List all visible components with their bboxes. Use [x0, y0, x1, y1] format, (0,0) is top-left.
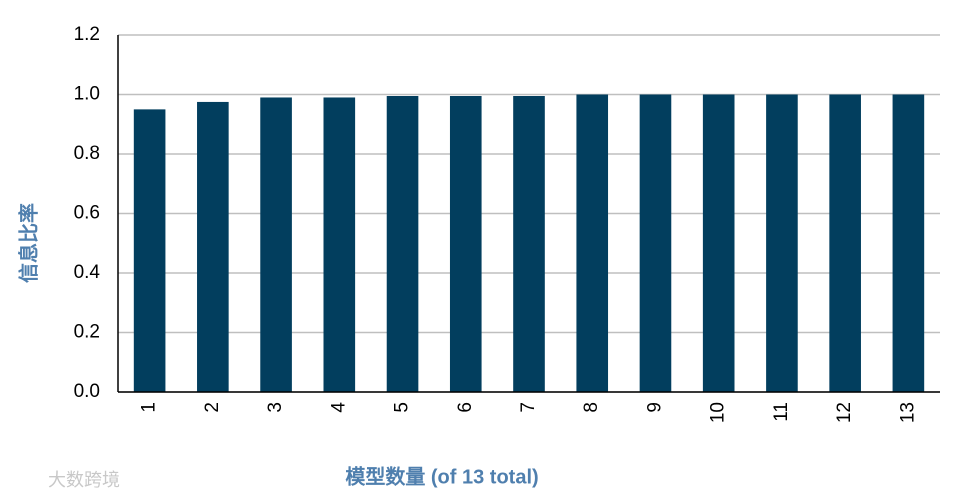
- bar: [323, 97, 356, 392]
- bar: [197, 101, 229, 392]
- y-tick-label: 0.0: [74, 381, 100, 402]
- x-tick-label: 13: [897, 402, 918, 423]
- x-tick-label: 4: [328, 402, 349, 413]
- bar: [260, 97, 292, 392]
- y-tick-label: 1.2: [74, 24, 100, 45]
- x-axis-title: 模型数量 (of 13 total): [345, 464, 538, 488]
- x-tick-label: 5: [392, 402, 413, 413]
- bar: [766, 94, 798, 392]
- x-tick-label: 3: [265, 402, 286, 413]
- bar: [386, 95, 419, 393]
- bar: [829, 94, 861, 392]
- x-tick-label: 6: [455, 402, 476, 413]
- x-tick-label: 9: [644, 402, 665, 413]
- x-tick-label: 11: [771, 402, 792, 422]
- bar: [702, 94, 735, 392]
- watermark: 大数跨境: [48, 470, 120, 490]
- bar: [576, 94, 609, 392]
- x-tick-label: 1: [139, 402, 160, 413]
- bar: [892, 94, 925, 392]
- bar: [133, 109, 166, 392]
- bar: [513, 95, 545, 393]
- x-tick-label: 8: [581, 402, 602, 413]
- x-tick-label: 7: [518, 402, 539, 413]
- bar: [449, 95, 482, 393]
- y-tick-label: 0.6: [74, 203, 100, 224]
- x-tick-label: 12: [834, 402, 855, 423]
- y-tick-label: 0.2: [74, 322, 100, 343]
- bar: [639, 94, 672, 392]
- y-tick-label: 0.8: [74, 143, 100, 164]
- y-tick-label: 1.0: [74, 84, 100, 105]
- x-tick-label: 2: [202, 402, 223, 413]
- y-tick-label: 0.4: [74, 262, 101, 283]
- y-axis-title: 信息比率: [16, 203, 40, 283]
- x-tick-label: 10: [708, 402, 729, 423]
